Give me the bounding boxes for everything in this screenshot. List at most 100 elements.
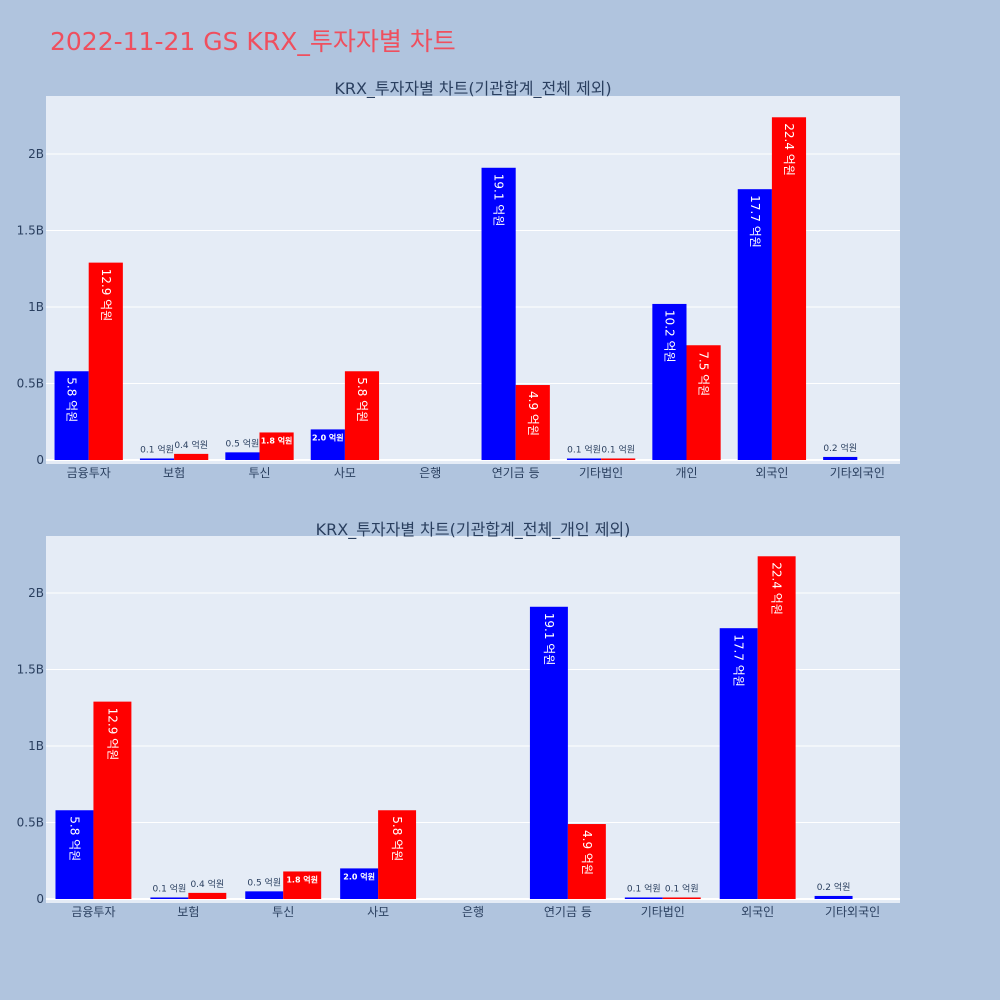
bar-data-label: 0.2 억원 [823,442,857,454]
bar-data-label: 0.4 억원 [174,439,208,451]
bar-data-label: 12.9 억원 [99,269,113,322]
bar [662,897,701,899]
bar-data-label: 1.8 억원 [286,874,318,884]
bar [378,810,417,899]
bar [174,453,209,460]
y-tick-label: 0 [36,892,44,906]
bar [139,458,175,460]
bar [686,345,721,460]
bar [259,432,294,460]
y-tick-label: 2B [28,147,44,161]
bar [719,628,758,899]
y-tick-label: 0.5B [17,377,44,391]
bar [55,810,94,899]
bar [54,371,89,460]
x-tick-label: 보험 [163,466,185,480]
y-tick-label: 2B [28,586,44,600]
bar-data-label: 22.4 억원 [770,562,784,615]
bar-data-label: 1.8 억원 [261,435,293,445]
x-tick-label: 연기금 등 [544,905,592,919]
x-tick-label: 기타외국인 [825,905,880,919]
x-tick-label: 보험 [177,905,199,919]
x-tick-label: 사모 [367,905,389,919]
bar-data-label: 4.9 억원 [580,830,594,875]
y-tick-label: 0.5B [17,816,44,830]
chart-title: KRX_투자자별 차트(기관합계_전체 제외) [334,79,611,99]
bar [310,429,345,460]
bar-data-label: 0.1 억원 [152,882,186,894]
bar [823,456,858,460]
bar [814,895,853,899]
bar-data-label: 0.1 억원 [567,443,601,455]
bar [93,701,132,899]
bar-data-label: 19.1 억원 [492,174,506,227]
y-tick-label: 1.5B [17,663,44,677]
chart-title: KRX_투자자별 차트(기관합계_전체_개인 제외) [316,520,631,540]
x-tick-label: 외국인 [755,466,788,480]
bar-data-label: 22.4 억원 [782,123,796,176]
bar-data-label: 5.8 억원 [390,816,404,861]
x-tick-label: 개인 [675,466,697,480]
chart-2: 0 0.5B 1B 1.5B 2B KRX_투자자별 차트(기관합계_전체_개인 제외) 금… [17,520,900,919]
bar-data-label: 7.5 억원 [697,351,711,396]
bar [88,262,123,460]
bar [515,385,550,460]
chart-1: 0 0.5B 1B 1.5B 2B KRX_투자자별 차트(기관합계_전체 제외) 금융투자… [17,79,900,480]
bar-data-label: 0.5 억원 [247,876,281,888]
y-tick-label: 1B [28,300,44,314]
x-tick-label: 금융투자 [71,905,115,919]
bar [245,891,284,899]
bar [344,371,380,460]
bar [566,458,602,460]
bar-data-label: 2.0 억원 [343,871,375,881]
bar-data-label: 12.9 억원 [105,708,119,761]
bar [652,303,687,460]
x-tick-label: 기타외국인 [830,466,885,480]
bar-data-label: 0.1 억원 [665,882,699,894]
bar-data-label: 19.1 억원 [542,613,556,666]
x-tick-label: 기타법인 [579,466,623,480]
bar-data-label: 2.0 억원 [312,432,344,442]
bar [624,897,663,899]
bar [283,871,322,899]
bar-data-label: 17.7 억원 [748,195,762,248]
y-tick-label: 0 [36,453,44,467]
bar [481,167,516,460]
bar-data-label: 5.8 억원 [355,377,369,422]
x-tick-label: 외국인 [741,905,774,919]
x-tick-label: 투신 [248,466,270,480]
bar-data-label: 0.2 억원 [817,881,851,893]
x-tick-label: 연기금 등 [492,466,540,480]
bar-data-label: 0.1 억원 [140,443,174,455]
bar [601,458,636,460]
bar [340,868,379,899]
bar [567,824,606,899]
bar-data-label: 10.2 억원 [662,310,676,363]
bar [737,189,772,460]
bar-data-label: 4.9 억원 [526,391,540,436]
x-tick-label: 사모 [334,466,356,480]
bar [771,117,807,460]
y-tick-label: 1B [28,739,44,753]
bar [757,556,796,899]
bar-data-label: 5.8 억원 [65,377,79,422]
bar-data-label: 0.1 억원 [627,882,661,894]
x-tick-label: 기타법인 [641,905,685,919]
x-tick-label: 은행 [419,465,441,480]
x-tick-label: 투신 [272,905,294,919]
bar-data-label: 0.4 억원 [190,878,224,890]
page-title: 2022-11-21 GS KRX_투자자별 차트 [50,27,456,56]
bar-data-label: 5.8 억원 [67,816,81,861]
bar-data-label: 0.1 억원 [601,443,635,455]
bar [225,452,260,460]
bar [529,606,568,899]
y-tick-label: 1.5B [17,224,44,238]
bar [188,892,227,899]
x-tick-label: 금융투자 [67,466,111,480]
bar-data-label: 17.7 억원 [732,634,746,687]
bar-data-label: 0.5 억원 [226,437,260,449]
bar [150,897,189,899]
x-tick-label: 은행 [462,904,484,919]
